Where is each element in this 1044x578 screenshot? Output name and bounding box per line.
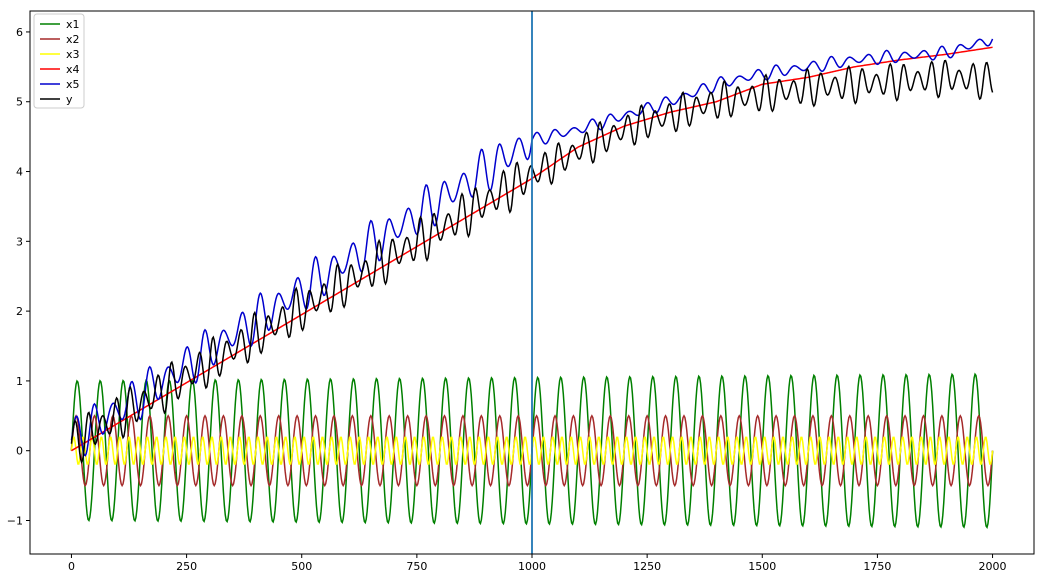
legend-label-x2: x2 (66, 33, 80, 46)
y-tick-label: 2 (16, 305, 23, 318)
y-tick-label: −1 (7, 514, 23, 527)
x-tick-label: 750 (406, 560, 427, 573)
x-tick-label: 1000 (518, 560, 546, 573)
y-tick-label: 0 (16, 445, 23, 458)
x-tick-label: 250 (176, 560, 197, 573)
legend: x1 x2 x3 x4 x5 y (33, 13, 85, 109)
legend-label-x5: x5 (66, 78, 80, 91)
legend-label-x4: x4 (66, 63, 80, 76)
y-tick-label: 6 (16, 26, 23, 39)
x-tick-label: 0 (68, 560, 75, 573)
x-tick-label: 500 (291, 560, 312, 573)
x-tick-label: 2000 (979, 560, 1007, 573)
legend-label-x1: x1 (66, 18, 80, 31)
x-tick-label: 1250 (633, 560, 661, 573)
y-axis: −1 0 1 2 3 4 5 6 (7, 26, 30, 527)
x-tick-label: 1500 (748, 560, 776, 573)
legend-label-x3: x3 (66, 48, 80, 61)
legend-label-y: y (66, 93, 73, 106)
x-tick-label: 1750 (863, 560, 891, 573)
y-tick-label: 1 (16, 375, 23, 388)
x-axis: 0 250 500 750 1000 1250 1500 1750 2000 (68, 554, 1007, 573)
y-tick-label: 4 (16, 166, 23, 179)
y-tick-label: 3 (16, 235, 23, 248)
y-tick-label: 5 (16, 96, 23, 109)
